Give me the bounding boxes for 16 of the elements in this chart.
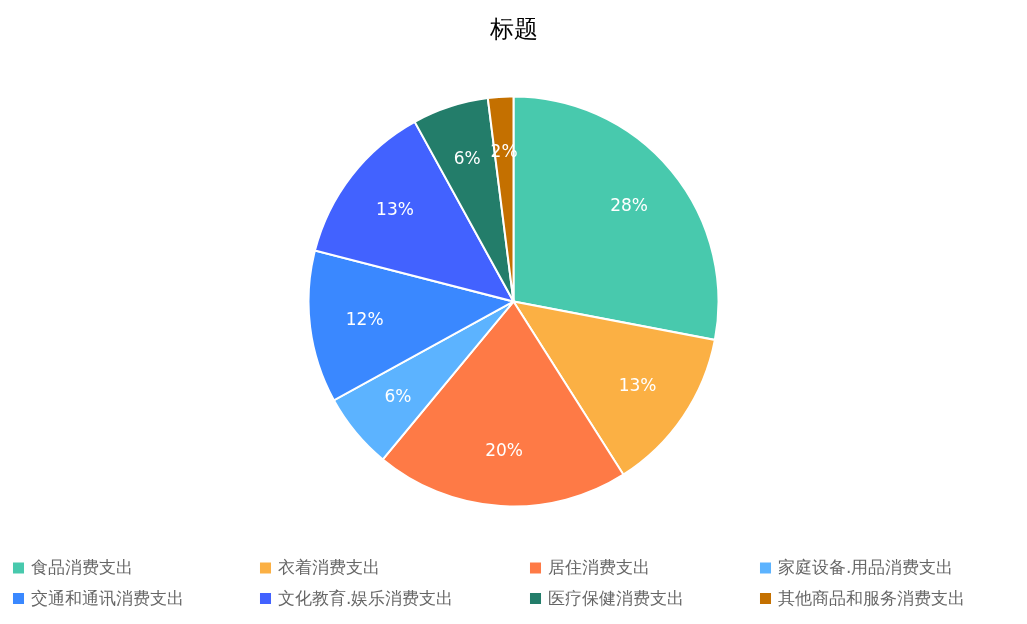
data-label: 13% [376,198,414,219]
legend-label: 文化教育.娱乐消费支出 [278,587,454,608]
data-label: 6% [384,386,412,407]
legend-label: 居住消费支出 [548,556,650,577]
legend-label: 食品消费支出 [31,556,133,577]
chart-title: 标题 [488,15,538,43]
legend-label: 交通和通讯消费支出 [31,587,184,608]
data-label: 28% [610,194,648,215]
data-label: 20% [485,440,523,461]
legend-label: 医疗保健消费支出 [548,587,684,608]
data-label: 6% [453,147,481,168]
legend-label: 家庭设备.用品消费支出 [778,556,954,577]
legend-label: 衣着消费支出 [278,556,380,577]
legend-label: 其他商品和服务消费支出 [778,587,965,608]
data-label: 13% [618,374,657,395]
data-label: 12% [345,309,384,330]
